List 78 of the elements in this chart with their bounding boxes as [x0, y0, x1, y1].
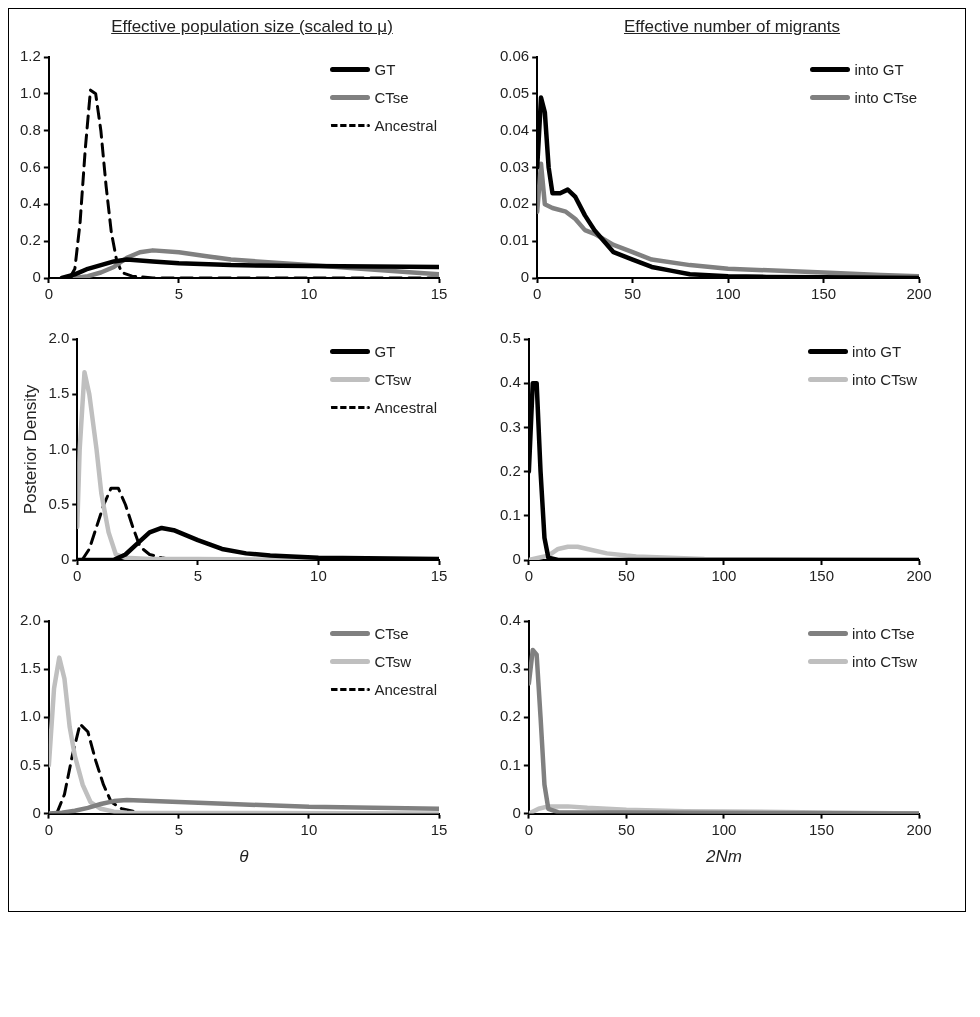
- y-tick-label: 0.03: [499, 157, 530, 175]
- y-tick-label: 0.06: [499, 47, 530, 65]
- y-tick-label: 0: [32, 268, 41, 286]
- x-tick-label: 100: [711, 820, 737, 838]
- y-tick-label: 2.0: [48, 329, 70, 347]
- x-tick-label: 10: [300, 820, 318, 838]
- x-tick-label: 50: [618, 820, 635, 838]
- legend-label: Ancestral: [374, 116, 437, 134]
- x-tick-label: 15: [430, 285, 448, 303]
- y-tick-label: 0.05: [499, 83, 530, 101]
- y-tick-label: 0.01: [499, 231, 530, 249]
- x-tick-label: 100: [715, 285, 741, 303]
- y-tick-label: 1.2: [19, 47, 41, 65]
- x-tick-label: 15: [430, 567, 448, 585]
- y-tick-label: 0.04: [499, 120, 530, 138]
- y-tick-label: 0.02: [499, 194, 530, 212]
- x-tick-label: 150: [808, 567, 834, 585]
- x-tick-label: 50: [624, 285, 641, 303]
- y-tick-label: 0.2: [19, 231, 41, 249]
- x-axis-title: 2Nm: [704, 846, 742, 866]
- y-tick-label: 0.1: [499, 755, 521, 773]
- x-tick-label: 50: [618, 567, 635, 585]
- y-tick-label: 0.2: [499, 461, 521, 479]
- legend-label: GT: [374, 342, 396, 360]
- y-tick-label: 0.3: [499, 417, 521, 435]
- y-tick-label: 1.0: [19, 83, 41, 101]
- y-tick-label: 0: [60, 550, 70, 568]
- x-tick-label: 150: [808, 820, 834, 838]
- y-tick-label: 0.3: [499, 659, 521, 677]
- y-tick-label: 0.5: [499, 329, 521, 347]
- y-tick-label: 0: [520, 268, 530, 286]
- legend-label: CTsw: [374, 652, 412, 670]
- y-tick-label: 1.0: [48, 439, 70, 457]
- legend-label: CTsw: [374, 370, 412, 388]
- legend-label: into GT: [851, 342, 902, 360]
- chart-title: Effective number of migrants: [622, 17, 842, 38]
- x-tick-label: 5: [174, 285, 184, 303]
- y-tick-label: 0: [512, 803, 521, 821]
- y-tick-label: 0.1: [499, 505, 521, 523]
- x-tick-label: 5: [193, 567, 203, 585]
- y-tick-label: 0.4: [19, 194, 41, 212]
- y-tick-label: 0.8: [19, 120, 41, 138]
- y-tick-label: 0.2: [499, 707, 521, 725]
- x-axis-title: θ: [239, 846, 250, 866]
- y-tick-label: 0: [32, 803, 41, 821]
- x-tick-label: 200: [906, 820, 932, 838]
- x-tick-label: 0: [73, 567, 82, 585]
- y-tick-label: 1.5: [19, 659, 41, 677]
- x-tick-label: 10: [310, 567, 327, 585]
- legend-label: Ancestral: [374, 680, 437, 698]
- y-tick-label: 0.4: [499, 373, 521, 391]
- y-tick-label: 0.5: [48, 494, 70, 512]
- y-tick-label: 0.4: [499, 611, 521, 629]
- x-tick-label: 10: [300, 285, 318, 303]
- x-tick-label: 200: [906, 285, 932, 303]
- legend-label: Ancestral: [374, 398, 437, 416]
- y-tick-label: 1.5: [48, 384, 70, 402]
- y-tick-label: 0.6: [19, 157, 41, 175]
- x-tick-label: 0: [533, 285, 542, 303]
- legend-label: into CTsw: [851, 370, 917, 388]
- x-tick-label: 150: [811, 285, 837, 303]
- y-axis-title: Posterior Density: [20, 384, 40, 515]
- y-tick-label: 0: [512, 550, 521, 568]
- legend-label: GT: [374, 60, 396, 78]
- x-tick-label: 200: [906, 567, 932, 585]
- y-tick-label: 2.0: [19, 611, 41, 629]
- legend-label: into GT: [854, 60, 904, 78]
- legend-label: into CTse: [851, 624, 915, 642]
- legend-label: CTse: [374, 624, 409, 642]
- legend-label: into CTsw: [851, 652, 917, 670]
- legend-label: into CTse: [854, 88, 917, 106]
- x-tick-label: 100: [711, 567, 737, 585]
- y-tick-label: 1.0: [19, 707, 41, 725]
- y-tick-label: 0.5: [19, 755, 41, 773]
- x-tick-label: 15: [430, 820, 448, 838]
- legend-label: CTse: [374, 88, 409, 106]
- chart-title: Effective population size (scaled to μ): [110, 17, 394, 38]
- x-tick-label: 5: [174, 820, 184, 838]
